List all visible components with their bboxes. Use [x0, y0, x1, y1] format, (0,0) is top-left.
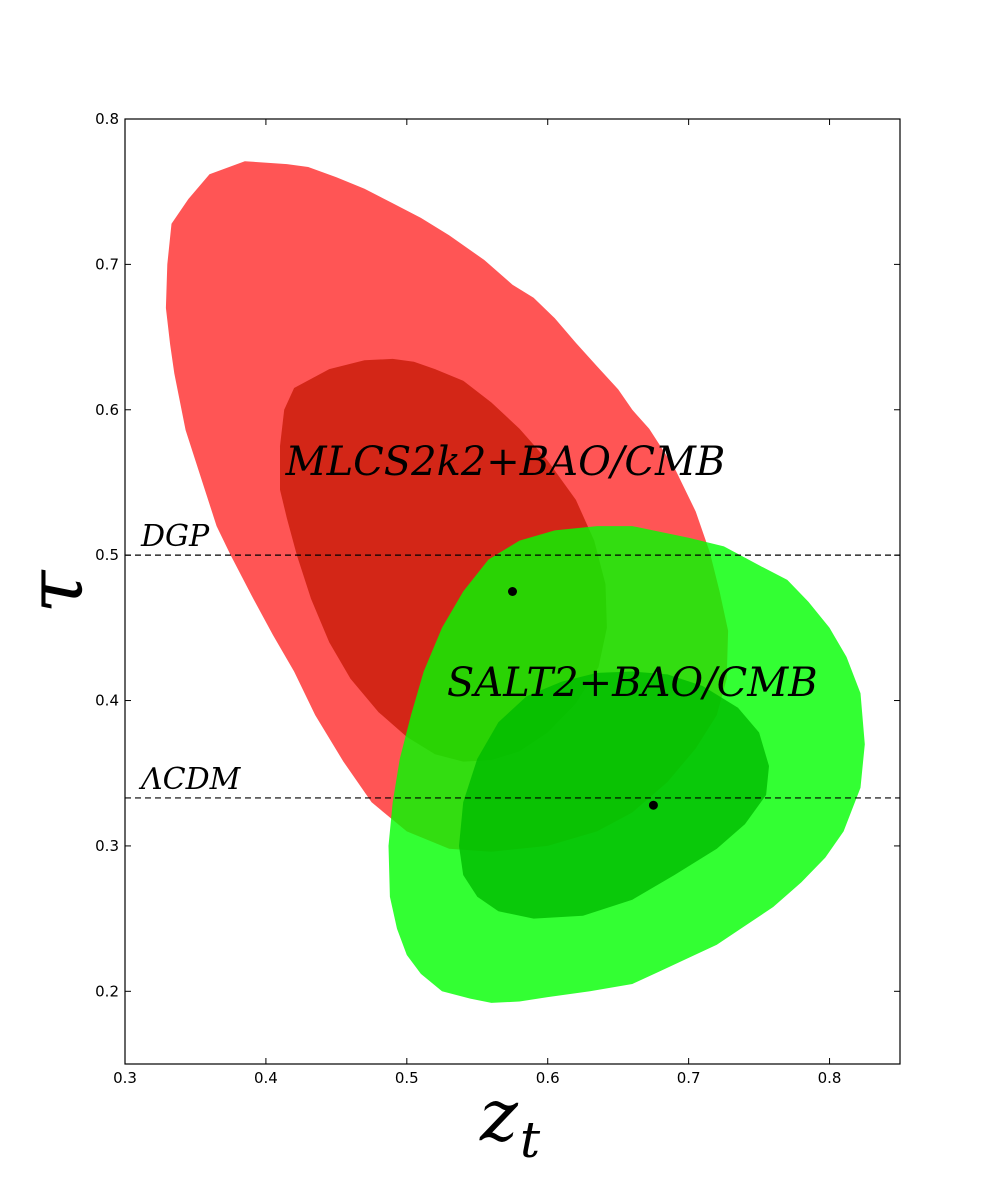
x-tick-label: 0.3 [113, 1069, 137, 1087]
y-tick-label: 0.2 [95, 982, 119, 1000]
y-tick-label: 0.6 [95, 401, 119, 419]
axis-ticks: 0.3 0.4 0.5 0.6 0.7 0.8 0.2 0.3 0.4 0.5 0.6 0.7 0.8 [95, 110, 900, 1087]
y-tick-label: 0.4 [95, 692, 119, 710]
salt2-best-fit-point [648, 800, 658, 810]
x-tick-label: 0.4 [254, 1069, 278, 1087]
x-tick-label: 0.8 [818, 1069, 842, 1087]
y-tick-label: 0.3 [95, 837, 119, 855]
mlcs2k2-series-label: MLCS2k2+BAO/CMB [285, 439, 726, 485]
y-tick-label: 0.5 [95, 546, 119, 564]
salt2-series-label: SALT2+BAO/CMB [447, 660, 818, 706]
x-tick-label: 0.5 [395, 1069, 419, 1087]
mlcs2k2-best-fit-point [508, 587, 517, 596]
reference-lines [125, 554, 900, 799]
plot-frame [124, 118, 901, 1065]
dgp-label: DGP [140, 519, 210, 554]
x-tick-label: 0.7 [677, 1069, 701, 1087]
y-axis-label: τ [11, 569, 101, 614]
y-tick-label: 0.8 [95, 110, 119, 128]
lcdm-label: ΛCDM [138, 762, 242, 797]
text-labels: DGP ΛCDM MLCS2k2+BAO/CMB SALT2+BAO/CMB z t τ [11, 439, 818, 1169]
x-axis-label: z [479, 1073, 519, 1157]
x-axis-label-subscript: t [520, 1111, 541, 1169]
salt2-contour-1sigma [459, 671, 769, 919]
best-fit-points [508, 587, 658, 810]
y-tick-label: 0.7 [95, 255, 119, 273]
x-tick-label: 0.6 [536, 1069, 560, 1087]
confidence-contours [165, 161, 865, 1003]
